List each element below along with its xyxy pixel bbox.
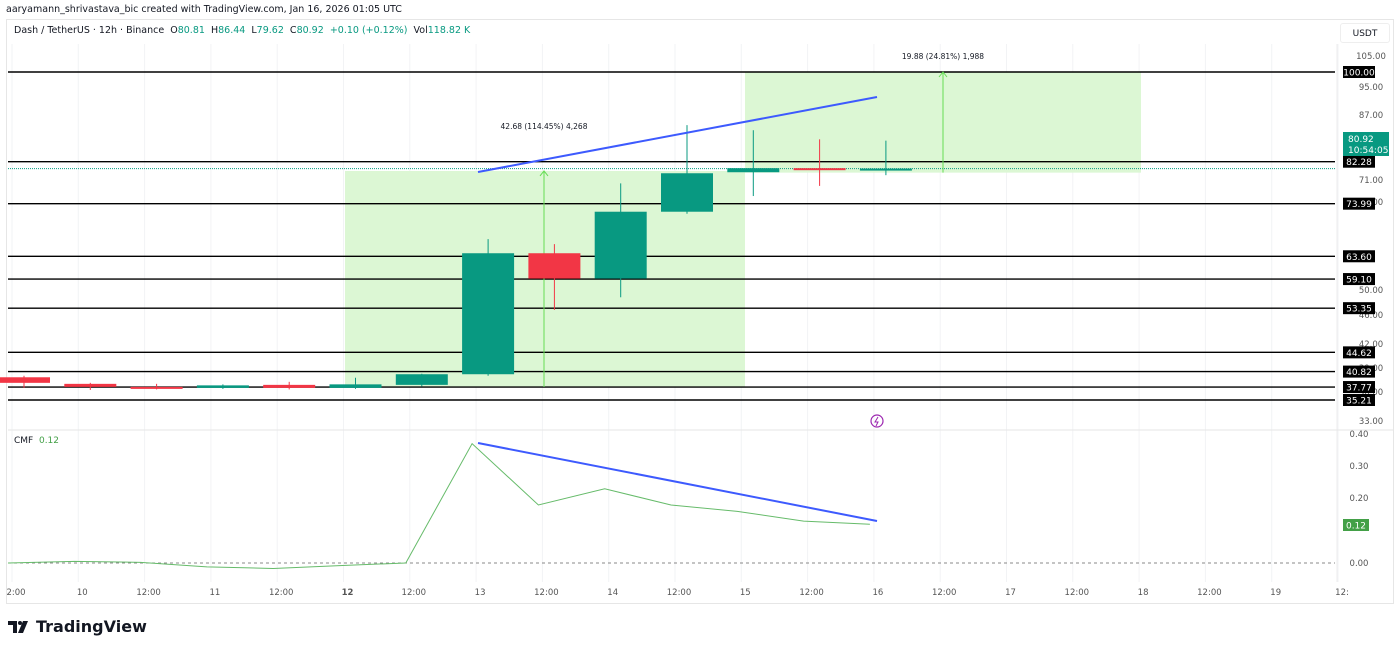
current-price-value: 80.92 [1348,135,1374,145]
price-tick: 42.00 [1359,340,1383,350]
level-label: 59.10 [1346,276,1372,286]
time-tick: 12:00 [1065,588,1090,598]
candle-body [727,168,780,173]
level-label: 35.21 [1346,397,1372,407]
time-tick: 14 [607,588,618,598]
time-tick: 2:00 [6,588,25,598]
time-tick: 15 [740,588,751,598]
price-tick: 87.00 [1359,111,1383,121]
level-label-bg [1343,365,1375,378]
level-label: 82.28 [1346,158,1372,168]
cmf-line [7,442,870,569]
level-label-bg [1343,250,1375,263]
time-tick: 12:00 [667,588,692,598]
time-tick: 12:00 [932,588,957,598]
time-tick: 10 [77,588,88,598]
cmf-tick: 0.30 [1350,462,1369,472]
arrow-head [539,170,549,177]
time-tick: 12 [342,588,354,598]
cmf-tick: 0.40 [1350,430,1369,440]
time-tick: 12: [1335,588,1349,598]
measure-label-2: 19.88 (24.81%) 1,988 [902,52,984,61]
time-tick: 13 [475,588,486,598]
level-label-bg [1343,155,1375,168]
level-label: 44.62 [1346,349,1372,359]
candle-body [462,253,515,375]
level-label: 100.00 [1343,69,1375,79]
price-trendline [477,96,878,173]
level-label-bg [1343,381,1375,394]
chart-frame [6,19,1394,604]
level-label-bg [1343,394,1375,406]
cmf-value-label [1343,519,1369,531]
level-label: 63.60 [1346,253,1372,263]
level-label: 40.82 [1346,368,1372,378]
price-tick: 50.00 [1359,286,1383,296]
candle-body [329,384,382,388]
candle-body [528,253,581,279]
open-value: 80.81 [177,25,205,36]
candle-body [594,211,647,279]
candle-body [263,384,316,388]
current-price-label [1343,132,1389,156]
time-tick: 19 [1270,588,1281,598]
time-tick: 12:00 [534,588,559,598]
candle-body [793,168,846,171]
cmf-tick: 0.20 [1350,494,1369,504]
time-tick: 12:00 [1197,588,1222,598]
arrow-head [938,71,948,78]
volume-value: 118.82 K [427,25,471,36]
level-label: 37.77 [1346,384,1372,394]
price-tick: 33.00 [1359,417,1383,427]
time-tick: 16 [872,588,883,598]
level-label-bg [1343,302,1375,315]
candle-body [395,374,448,385]
price-tick: 46.00 [1359,311,1383,321]
level-label: 53.35 [1346,305,1372,315]
candle-body [130,386,183,389]
level-label-bg [1343,197,1375,210]
time-tick: 17 [1005,588,1016,598]
cmf-tick: 0.00 [1350,559,1369,569]
level-label: 73.99 [1346,200,1372,210]
countdown: 10:54:05 [1348,146,1388,156]
candle-body [859,168,912,171]
time-tick: 12:00 [136,588,161,598]
currency-button[interactable]: USDT [1340,23,1390,43]
time-tick: 12:00 [799,588,824,598]
time-tick: 12:00 [269,588,294,598]
high-value: 86.44 [218,25,246,36]
price-tick: 95.00 [1359,83,1383,93]
tradingview-logo: TradingView [8,617,147,636]
lightning-bolt [874,416,879,427]
symbol-legend: Dash / TetherUS · 12h · Binance O80.81 H… [14,25,471,36]
cmf-name: CMF [14,436,34,446]
lightning-icon [870,414,884,428]
close-value: 80.92 [296,25,324,36]
candle-body [661,173,713,212]
level-label-bg [1343,273,1375,286]
change-value: +0.10 (+0.12%) [329,25,408,36]
price-tick: 71.00 [1359,176,1383,186]
cmf-trendline [477,442,878,522]
time-tick: 12:00 [402,588,427,598]
tradingview-logo-icon [8,620,28,633]
cmf-value-text: 0.12 [1346,522,1366,532]
price-tick: 105.00 [1356,52,1386,62]
cmf-legend: CMF 0.12 [14,436,59,446]
candle-body [64,383,117,387]
symbol-name[interactable]: Dash / TetherUS · 12h · Binance [14,25,165,36]
level-label-bg [1343,66,1375,78]
low-value: 79.62 [256,25,284,36]
measure-label-1: 42.68 (114.45%) 4,268 [501,122,588,131]
candle-body [0,377,50,383]
chart-credit: aaryamann_shrivastava_bic created with T… [6,4,402,15]
time-tick: 18 [1138,588,1149,598]
time-tick: 11 [209,588,220,598]
candle-body [196,385,249,388]
cmf-value: 0.12 [38,436,60,446]
level-label-bg [1343,346,1375,359]
